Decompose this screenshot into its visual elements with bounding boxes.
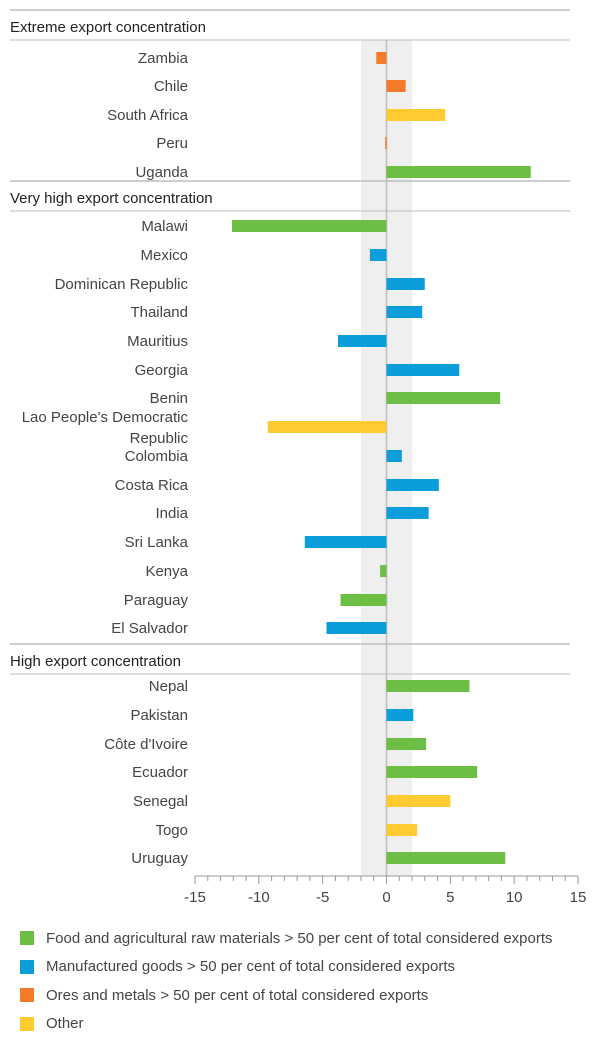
legend-swatch [20,931,34,945]
x-tick-label: 0 [382,889,390,906]
bar [305,536,387,548]
legend-swatch [20,988,34,1002]
legend-item: Manufactured goods > 50 per cent of tota… [20,953,553,982]
group-header: Extreme export concentration [10,19,206,36]
bar [338,335,387,347]
bar-chart: Extreme export concentration Zambia Chile S… [0,0,592,915]
x-tick-label: 5 [446,889,454,906]
country-label: Georgia [135,362,189,379]
country-label: Senegal [133,793,188,810]
group-header: High export concentration [10,653,181,670]
bar [326,622,386,634]
x-tick-label: -10 [248,889,270,906]
legend-label: Manufactured goods > 50 per cent of tota… [46,958,455,975]
chart-legend: Food and agricultural raw materials > 50… [20,924,553,1038]
country-label: Lao People's Democratic [22,409,189,426]
country-label: Paraguay [124,592,189,609]
legend-label: Other [46,1015,84,1032]
bar [380,565,386,577]
country-label: Colombia [125,448,189,465]
country-label: Togo [155,822,188,839]
legend-item: Food and agricultural raw materials > 50… [20,924,553,953]
country-label: Pakistan [130,707,188,724]
x-tick-label: 10 [506,889,523,906]
x-tick-label: 15 [570,889,587,906]
bar [387,766,478,778]
legend-swatch [20,1017,34,1031]
x-tick-label: -15 [184,889,206,906]
country-label: Mauritius [127,333,188,350]
country-label: Malawi [141,218,188,235]
bar [387,738,427,750]
bar [387,278,425,290]
bar [387,680,470,692]
country-label: Benin [150,390,188,407]
country-label: Uganda [135,164,188,181]
bar [370,249,387,261]
legend-label: Food and agricultural raw materials > 50… [46,930,553,947]
bar [268,421,387,433]
bar [232,220,386,232]
country-label: Zambia [138,50,189,67]
bar [387,306,423,318]
country-label: Costa Rica [115,477,189,494]
bar [387,109,446,121]
bar [387,709,414,721]
country-label: Thailand [130,304,188,321]
bar [387,364,460,376]
bar [387,507,429,519]
bar [387,795,451,807]
bar [376,52,386,64]
country-label: India [155,505,188,522]
bar [387,166,531,178]
legend-item: Ores and metals > 50 per cent of total c… [20,981,553,1010]
country-label: Dominican Republic [55,276,189,293]
country-label: Uruguay [131,850,188,867]
x-tick-label: -5 [316,889,329,906]
country-label: Sri Lanka [125,534,189,551]
country-label: Mexico [140,247,188,264]
country-label: Republic [130,430,189,447]
legend-item: Other [20,1010,553,1038]
legend-swatch [20,960,34,974]
country-label: South Africa [107,107,189,124]
legend-label: Ores and metals > 50 per cent of total c… [46,987,428,1004]
country-label: Nepal [149,678,188,695]
bar [387,852,506,864]
bar [387,392,501,404]
group-header: Very high export concentration [10,190,213,207]
bar [387,80,406,92]
country-label: Ecuador [132,764,188,781]
country-label: Peru [156,135,188,152]
bar [387,824,418,836]
country-label: Chile [154,78,188,95]
bar [341,594,387,606]
bar [387,450,402,462]
country-label: Kenya [145,563,188,580]
bar [387,479,439,491]
country-label: Côte d'Ivoire [104,736,188,753]
country-label: El Salvador [111,620,188,637]
bar [385,137,387,149]
